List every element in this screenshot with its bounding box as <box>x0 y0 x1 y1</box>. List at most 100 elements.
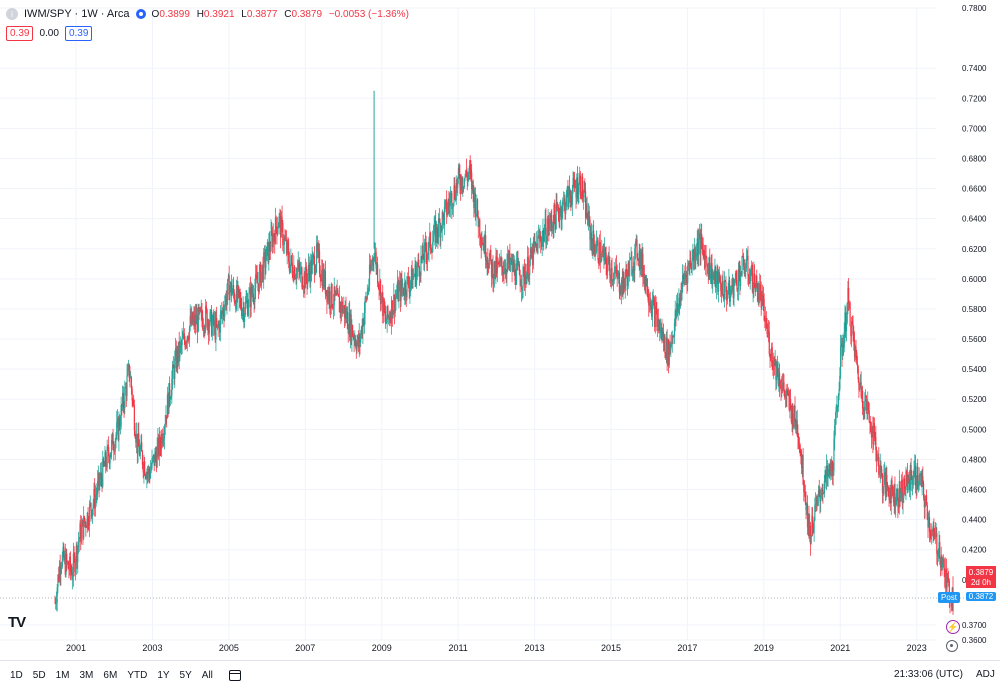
candle-body <box>320 278 322 281</box>
candle-body <box>572 177 574 192</box>
candle-body <box>74 563 77 573</box>
candle-body <box>543 232 546 242</box>
candle-body <box>503 271 505 274</box>
candle-body <box>103 464 105 467</box>
candle-body <box>799 444 801 452</box>
candle-body <box>496 260 498 274</box>
candle-body <box>696 238 698 254</box>
x-tick-label: 2019 <box>754 643 774 653</box>
tradingview-logo[interactable]: TV <box>8 614 26 631</box>
candle-body <box>549 215 551 225</box>
candle-body <box>72 553 74 577</box>
candle-body <box>890 480 892 504</box>
candle-body <box>622 272 624 296</box>
candle-body <box>637 258 640 262</box>
candle-body <box>912 478 914 480</box>
candle-body <box>902 497 904 504</box>
candle-body <box>742 256 745 267</box>
ohlc-readout: O0.3899 H0.3921 L0.3877 C0.3879 −0.0053 … <box>152 9 413 20</box>
candle-body <box>249 287 252 308</box>
range-ytd[interactable]: YTD <box>127 669 148 681</box>
candle-body <box>403 293 405 296</box>
candle-body <box>789 399 792 408</box>
candle-body <box>745 268 747 270</box>
candle-body <box>487 259 489 266</box>
candle-body <box>56 587 58 603</box>
candle-body <box>431 250 433 252</box>
candle-body <box>58 566 61 581</box>
range-5d[interactable]: 5D <box>32 669 46 681</box>
candle-body <box>402 287 404 294</box>
settings-icon[interactable] <box>946 640 958 652</box>
candle-body <box>229 288 231 300</box>
candle-body <box>143 461 145 473</box>
chart-title[interactable]: IWM/SPY · 1W · Arca <box>24 8 130 20</box>
candle-body <box>202 327 205 330</box>
candle-body <box>701 243 704 244</box>
candle-body <box>756 276 758 284</box>
candle-body <box>358 335 360 348</box>
range-1d[interactable]: 1D <box>10 669 23 681</box>
candle-body <box>246 300 249 316</box>
candle-body <box>257 283 259 284</box>
candle-body <box>730 289 732 291</box>
candle-body <box>609 263 611 276</box>
candle-body <box>536 243 538 254</box>
adj-toggle[interactable]: ADJ <box>976 669 995 680</box>
candle-body <box>468 173 470 175</box>
candle-body <box>419 275 421 277</box>
range-5y[interactable]: 5Y <box>179 669 192 681</box>
candle-body <box>690 266 692 269</box>
candle-body <box>270 230 272 252</box>
candle-body <box>436 224 438 235</box>
candle-body <box>723 296 725 300</box>
candle-body <box>101 478 103 487</box>
range-6m[interactable]: 6M <box>103 669 118 681</box>
candle-body <box>660 327 662 331</box>
candle-body <box>394 299 396 313</box>
ask-box[interactable]: 0.39 <box>64 26 93 41</box>
candle-body <box>741 255 743 276</box>
candle-body <box>199 308 201 313</box>
clock-time[interactable]: 21:33:06 (UTC) <box>894 669 963 680</box>
symbol-circle-icon[interactable]: i <box>6 8 18 20</box>
candle-body <box>64 554 66 575</box>
range-3m[interactable]: 3M <box>79 669 94 681</box>
candle-body <box>596 239 598 243</box>
range-all[interactable]: All <box>201 669 213 681</box>
candle-body <box>493 278 495 285</box>
candle-body <box>212 314 214 323</box>
candle-body <box>518 264 520 265</box>
candle-body <box>812 515 814 528</box>
candle-body <box>611 268 613 281</box>
bid-box[interactable]: 0.39 <box>6 26 34 41</box>
candle-body <box>60 567 62 575</box>
candle-body <box>659 320 661 334</box>
candle-body <box>70 570 72 573</box>
market-status-icon[interactable] <box>135 9 146 19</box>
candle-body <box>405 295 407 298</box>
candle-body <box>154 451 156 466</box>
calendar-icon[interactable] <box>228 669 241 681</box>
candle-body <box>529 259 531 276</box>
candle-body <box>618 272 620 293</box>
range-1y[interactable]: 1Y <box>157 669 170 681</box>
bolt-icon[interactable]: ⚡ <box>946 620 960 634</box>
candle-body <box>903 478 905 498</box>
candle-body <box>165 415 167 424</box>
range-1m[interactable]: 1M <box>55 669 70 681</box>
candle-body <box>141 442 143 452</box>
candle-body <box>869 421 871 424</box>
high-value: 0.3921 <box>203 8 235 20</box>
candle-body <box>688 263 690 266</box>
candle-body <box>438 218 440 223</box>
candle-body <box>138 433 140 447</box>
candle-body <box>725 281 727 293</box>
candle-body <box>450 192 452 198</box>
candle-body <box>138 446 141 456</box>
candle-body <box>823 480 825 494</box>
candle-body <box>121 405 123 407</box>
candle-body <box>505 272 507 275</box>
candle-body <box>739 271 741 286</box>
